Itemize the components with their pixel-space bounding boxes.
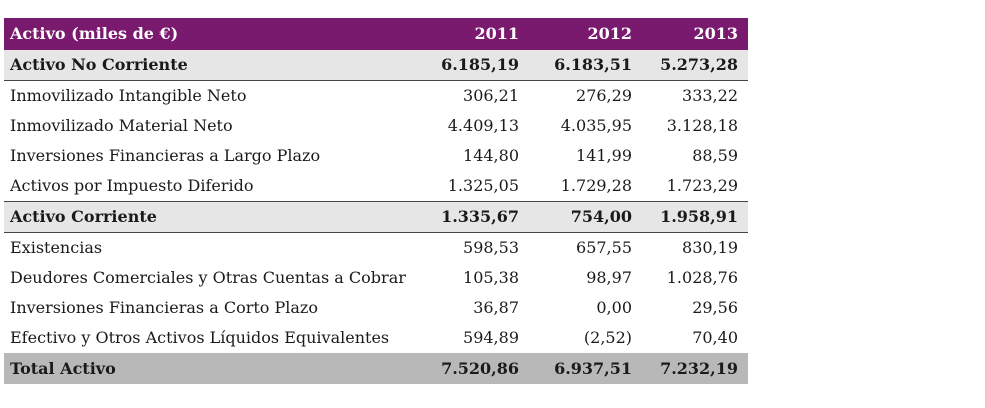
row-value-2013: 88,59 xyxy=(642,141,748,171)
row-value-2011: 1.325,05 xyxy=(420,171,529,202)
row-label: Efectivo y Otros Activos Líquidos Equiva… xyxy=(10,328,390,347)
row-value-2013: 830,19 xyxy=(642,232,748,263)
table-row: Inversiones Financieras a Corto Plazo 36… xyxy=(4,293,748,323)
row-value-2013: 70,40 xyxy=(642,323,748,353)
row-value-2012: 141,99 xyxy=(529,141,642,171)
header-year-2013: 2013 xyxy=(642,18,748,50)
row-value-2011: 1.335,67 xyxy=(420,201,529,233)
row-value-2013: 29,56 xyxy=(642,293,748,323)
table-row: Existencias 598,53 657,55 830,19 xyxy=(4,232,748,263)
table-header-row: Activo (miles de €) 2011 2012 2013 xyxy=(4,18,748,50)
row-value-2013: 3.128,18 xyxy=(642,111,748,141)
row-value-2013: 1.723,29 xyxy=(642,171,748,202)
row-value-2012: 276,29 xyxy=(529,80,642,111)
balance-sheet-table: Activo (miles de €) 2011 2012 2013 Activ… xyxy=(4,18,748,384)
row-value-2013: 7.232,19 xyxy=(642,353,748,384)
row-label: Inversiones Financieras a Largo Plazo xyxy=(10,146,321,165)
row-value-2011: 144,80 xyxy=(420,141,529,171)
row-value-2011: 105,38 xyxy=(420,263,529,293)
row-value-2013: 5.273,28 xyxy=(642,50,748,81)
row-value-2011: 6.185,19 xyxy=(420,50,529,81)
table-row: Efectivo y Otros Activos Líquidos Equiva… xyxy=(4,323,748,353)
row-value-2011: 7.520,86 xyxy=(420,353,529,384)
row-value-2013: 1.958,91 xyxy=(642,201,748,233)
row-value-2012: 657,55 xyxy=(529,232,642,263)
section-row-activo-corriente: Activo Corriente 1.335,67 754,00 1.958,9… xyxy=(4,201,748,233)
row-label: Inversiones Financieras a Corto Plazo xyxy=(10,298,318,317)
row-value-2013: 1.028,76 xyxy=(642,263,748,293)
row-value-2012: 754,00 xyxy=(529,201,642,233)
table-row: Inversiones Financieras a Largo Plazo 14… xyxy=(4,141,748,171)
section-row-activo-no-corriente: Activo No Corriente 6.185,19 6.183,51 5.… xyxy=(4,50,748,81)
row-value-2011: 306,21 xyxy=(420,80,529,111)
row-value-2012: 6.183,51 xyxy=(529,50,642,81)
row-value-2012: (2,52) xyxy=(529,323,642,353)
row-label: Deudores Comerciales y Otras Cuentas a C… xyxy=(10,268,406,287)
row-value-2011: 594,89 xyxy=(420,323,529,353)
row-value-2011: 36,87 xyxy=(420,293,529,323)
row-value-2013: 333,22 xyxy=(642,80,748,111)
table-row: Activos por Impuesto Diferido 1.325,05 1… xyxy=(4,171,748,202)
header-label: Activo (miles de €) xyxy=(10,24,179,43)
header-year-2012: 2012 xyxy=(529,18,642,50)
row-label: Total Activo xyxy=(10,359,116,378)
row-value-2012: 4.035,95 xyxy=(529,111,642,141)
table-row: Inmovilizado Intangible Neto 306,21 276,… xyxy=(4,80,748,111)
header-year-2011: 2011 xyxy=(420,18,529,50)
table-row: Deudores Comerciales y Otras Cuentas a C… xyxy=(4,263,748,293)
balance-sheet-table-container: Activo (miles de €) 2011 2012 2013 Activ… xyxy=(4,18,748,384)
row-value-2012: 6.937,51 xyxy=(529,353,642,384)
row-value-2012: 0,00 xyxy=(529,293,642,323)
row-value-2011: 4.409,13 xyxy=(420,111,529,141)
total-row-total-activo: Total Activo 7.520,86 6.937,51 7.232,19 xyxy=(4,353,748,384)
row-label: Activo Corriente xyxy=(4,201,420,233)
row-label: Activo No Corriente xyxy=(4,50,420,81)
row-label: Activos por Impuesto Diferido xyxy=(10,176,254,195)
row-label: Inmovilizado Material Neto xyxy=(10,116,233,135)
row-value-2012: 1.729,28 xyxy=(529,171,642,202)
table-row: Inmovilizado Material Neto 4.409,13 4.03… xyxy=(4,111,748,141)
row-label: Existencias xyxy=(10,238,103,257)
row-value-2011: 598,53 xyxy=(420,232,529,263)
row-value-2012: 98,97 xyxy=(529,263,642,293)
row-label: Inmovilizado Intangible Neto xyxy=(10,86,247,105)
